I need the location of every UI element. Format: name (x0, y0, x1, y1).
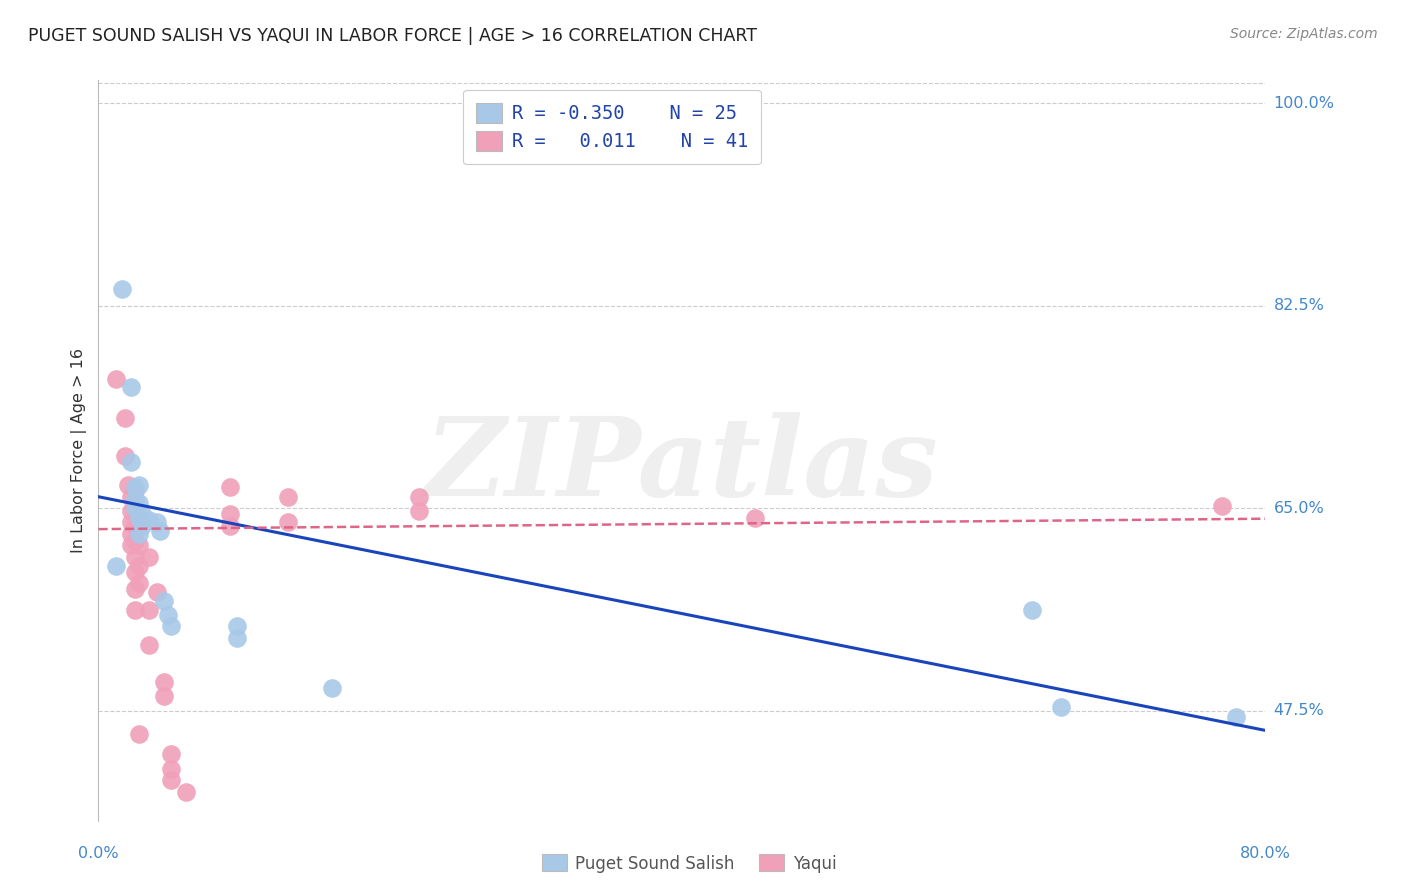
Point (1225, 709, 1247, 723)
Point (160, 747, 183, 761)
Text: 80.0%: 80.0% (1240, 846, 1291, 861)
Text: PUGET SOUND SALISH VS YAQUI IN LABOR FORCE | AGE > 16 CORRELATION CHART: PUGET SOUND SALISH VS YAQUI IN LABOR FOR… (28, 27, 756, 45)
Point (120, 380, 142, 394)
Point (1211, 499, 1233, 513)
Point (321, 681, 343, 695)
Text: Source: ZipAtlas.com: Source: ZipAtlas.com (1230, 27, 1378, 41)
Point (120, 538, 142, 552)
Point (114, 411, 136, 425)
Text: 47.5%: 47.5% (1274, 703, 1324, 718)
Point (131, 518, 153, 533)
Point (120, 515, 142, 529)
Point (104, 559, 127, 574)
Point (128, 495, 150, 509)
Point (138, 549, 160, 564)
Point (128, 515, 150, 529)
Legend: R = -0.350    N = 25, R =   0.011    N = 41: R = -0.350 N = 25, R = 0.011 N = 41 (463, 90, 761, 164)
Point (120, 503, 142, 517)
Point (111, 281, 134, 295)
Point (124, 582, 146, 597)
Point (1021, 603, 1043, 617)
Point (124, 549, 146, 564)
Point (114, 449, 136, 463)
Point (120, 490, 142, 504)
Point (408, 490, 430, 504)
Point (218, 507, 240, 521)
Point (120, 526, 142, 541)
Point (128, 576, 150, 591)
Point (138, 513, 160, 527)
Point (157, 607, 180, 622)
Point (146, 584, 169, 599)
Point (128, 727, 150, 741)
Point (1050, 700, 1073, 714)
Point (153, 674, 176, 689)
Point (218, 518, 240, 533)
Point (124, 483, 146, 498)
Point (160, 619, 183, 633)
Point (153, 594, 176, 608)
Point (146, 515, 169, 529)
Point (160, 773, 183, 788)
Point (744, 510, 766, 524)
Point (128, 538, 150, 552)
Point (124, 501, 146, 516)
Text: 65.0%: 65.0% (1274, 500, 1324, 516)
Point (120, 455, 142, 469)
Point (128, 478, 150, 492)
Point (124, 565, 146, 579)
Point (117, 478, 139, 492)
Point (124, 480, 146, 494)
Text: ZIPatlas: ZIPatlas (425, 411, 939, 519)
Point (138, 638, 160, 652)
Point (128, 559, 150, 574)
Legend: Puget Sound Salish, Yaqui: Puget Sound Salish, Yaqui (534, 847, 844, 880)
Point (408, 503, 430, 517)
Point (128, 526, 150, 541)
Text: 100.0%: 100.0% (1274, 96, 1334, 111)
Text: 0.0%: 0.0% (79, 846, 118, 861)
Point (131, 507, 153, 521)
Point (149, 524, 172, 539)
Point (124, 501, 146, 516)
Point (226, 631, 249, 645)
Point (124, 518, 146, 533)
Point (124, 491, 146, 506)
Text: 82.5%: 82.5% (1274, 298, 1324, 313)
Point (124, 603, 146, 617)
Point (124, 533, 146, 548)
Point (153, 689, 176, 703)
Point (218, 480, 240, 494)
Point (128, 510, 150, 524)
Point (174, 785, 197, 799)
Point (138, 603, 160, 617)
Point (160, 762, 183, 776)
Point (226, 619, 249, 633)
Point (277, 515, 299, 529)
Y-axis label: In Labor Force | Age > 16: In Labor Force | Age > 16 (72, 348, 87, 553)
Point (277, 490, 299, 504)
Point (104, 372, 127, 386)
